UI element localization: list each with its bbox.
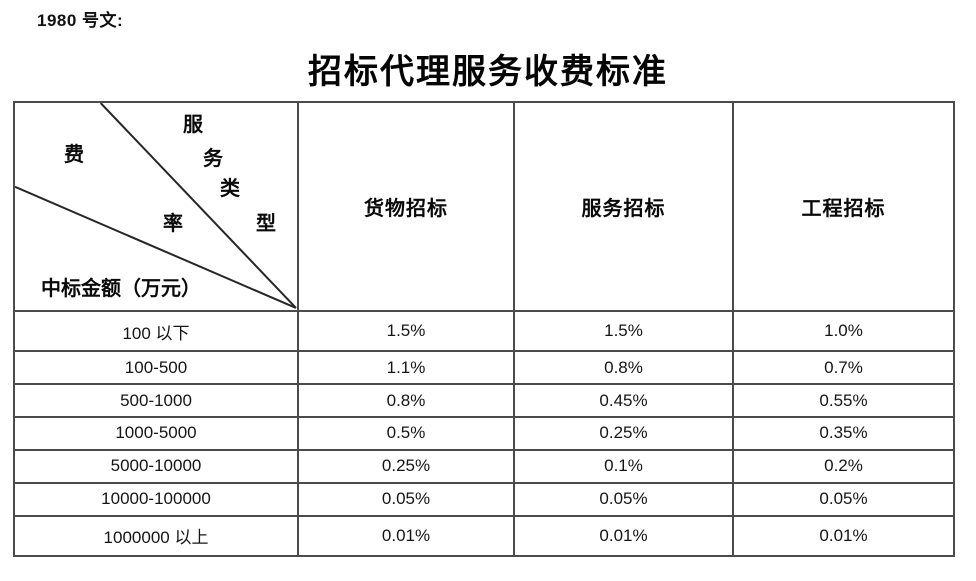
fee-value: 0.05% bbox=[732, 481, 955, 517]
table-header-row: 服 务 类 型 费 率 中标金额（万元） 货物招标 服务招标 工程招标 bbox=[13, 101, 955, 312]
row-label: 100 以下 bbox=[13, 309, 299, 353]
fee-value: 0.05% bbox=[297, 481, 515, 517]
fee-value: 0.2% bbox=[732, 448, 955, 484]
row-label: 10000-100000 bbox=[13, 481, 299, 517]
table-row: 5000-10000 0.25% 0.1% 0.2% bbox=[13, 448, 955, 484]
fee-value: 0.25% bbox=[513, 416, 734, 451]
fee-table: 服 务 类 型 费 率 中标金额（万元） 货物招标 服务招标 工程招标 100 … bbox=[13, 101, 955, 558]
row-label: 100-500 bbox=[13, 350, 299, 386]
fee-value: 1.1% bbox=[297, 350, 515, 386]
row-label: 500-1000 bbox=[13, 383, 299, 419]
fee-value: 0.8% bbox=[513, 350, 734, 386]
table-row: 1000000 以上 0.01% 0.01% 0.01% bbox=[13, 514, 955, 558]
fee-value: 0.35% bbox=[732, 416, 955, 451]
table-row: 100-500 1.1% 0.8% 0.7% bbox=[13, 350, 955, 386]
row-label: 1000-5000 bbox=[13, 416, 299, 451]
fee-value: 0.55% bbox=[732, 383, 955, 419]
column-header-goods: 货物招标 bbox=[297, 101, 515, 312]
fee-value: 0.25% bbox=[297, 448, 515, 484]
corner-label-service-char: 型 bbox=[256, 213, 276, 235]
corner-label-service-char: 服 bbox=[183, 114, 203, 136]
table-row: 100 以下 1.5% 1.5% 1.0% bbox=[13, 309, 955, 353]
table-row: 500-1000 0.8% 0.45% 0.55% bbox=[13, 383, 955, 419]
fee-value: 1.5% bbox=[513, 309, 734, 353]
fee-value: 0.01% bbox=[297, 514, 515, 558]
fee-value: 0.1% bbox=[513, 448, 734, 484]
corner-label-service-char: 务 bbox=[203, 148, 223, 170]
fee-value: 0.5% bbox=[297, 416, 515, 451]
fee-value: 0.01% bbox=[513, 514, 734, 558]
corner-label-amount: 中标金额（万元） bbox=[41, 278, 201, 300]
fee-value: 0.7% bbox=[732, 350, 955, 386]
table-row: 10000-100000 0.05% 0.05% 0.05% bbox=[13, 481, 955, 517]
fee-value: 0.8% bbox=[297, 383, 515, 419]
fee-value: 1.5% bbox=[297, 309, 515, 353]
table-corner-cell: 服 务 类 型 费 率 中标金额（万元） bbox=[13, 101, 299, 312]
column-header-services: 服务招标 bbox=[513, 101, 734, 312]
fee-value: 0.45% bbox=[513, 383, 734, 419]
diagonal-lines bbox=[16, 104, 296, 309]
doc-ref: 1980 号文: bbox=[37, 11, 124, 30]
corner-label-rate-char: 费 bbox=[64, 144, 84, 166]
column-header-engineering: 工程招标 bbox=[732, 101, 955, 312]
table-row: 1000-5000 0.5% 0.25% 0.35% bbox=[13, 416, 955, 451]
fee-value: 0.05% bbox=[513, 481, 734, 517]
fee-value: 0.01% bbox=[732, 514, 955, 558]
row-label: 5000-10000 bbox=[13, 448, 299, 484]
page-title: 招标代理服务收费标准 bbox=[308, 54, 668, 91]
row-label: 1000000 以上 bbox=[13, 514, 299, 558]
corner-label-service-char: 类 bbox=[220, 178, 240, 200]
fee-value: 1.0% bbox=[732, 309, 955, 353]
corner-label-rate-char: 率 bbox=[163, 213, 183, 235]
